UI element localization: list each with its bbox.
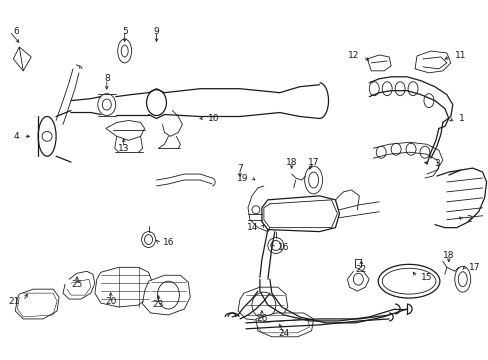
Text: 3: 3 bbox=[433, 159, 439, 168]
Text: 23: 23 bbox=[152, 300, 164, 309]
Polygon shape bbox=[366, 55, 390, 71]
Text: 18: 18 bbox=[285, 158, 297, 167]
Polygon shape bbox=[414, 51, 450, 73]
Text: 9: 9 bbox=[153, 27, 159, 36]
Text: 11: 11 bbox=[454, 51, 466, 60]
Polygon shape bbox=[142, 275, 190, 315]
Text: 12: 12 bbox=[347, 51, 359, 60]
Text: 13: 13 bbox=[118, 144, 129, 153]
Text: 16: 16 bbox=[162, 238, 174, 247]
Text: 20: 20 bbox=[105, 297, 116, 306]
Text: 2: 2 bbox=[466, 215, 471, 224]
Polygon shape bbox=[262, 196, 339, 231]
Text: 26: 26 bbox=[256, 314, 267, 323]
Text: 17: 17 bbox=[468, 263, 479, 272]
Text: 25: 25 bbox=[71, 280, 82, 289]
Text: 17: 17 bbox=[307, 158, 319, 167]
Polygon shape bbox=[238, 287, 287, 321]
Text: 15: 15 bbox=[420, 273, 431, 282]
Text: 4: 4 bbox=[14, 132, 19, 141]
Ellipse shape bbox=[146, 90, 166, 116]
Text: 18: 18 bbox=[442, 251, 454, 260]
Text: 19: 19 bbox=[236, 174, 247, 183]
Polygon shape bbox=[105, 121, 144, 140]
Polygon shape bbox=[255, 313, 313, 337]
Polygon shape bbox=[13, 47, 31, 71]
Polygon shape bbox=[95, 267, 152, 307]
Text: 21: 21 bbox=[8, 297, 19, 306]
Text: 10: 10 bbox=[208, 114, 219, 123]
Ellipse shape bbox=[377, 264, 439, 298]
Text: 24: 24 bbox=[278, 329, 289, 338]
Text: 6: 6 bbox=[13, 27, 19, 36]
Text: 14: 14 bbox=[246, 223, 257, 232]
Text: 5: 5 bbox=[122, 27, 127, 36]
Text: 22: 22 bbox=[355, 265, 366, 274]
Text: 16: 16 bbox=[277, 243, 289, 252]
Text: 8: 8 bbox=[103, 74, 109, 83]
Polygon shape bbox=[15, 289, 59, 319]
Text: 7: 7 bbox=[237, 163, 243, 172]
Text: 1: 1 bbox=[458, 114, 464, 123]
